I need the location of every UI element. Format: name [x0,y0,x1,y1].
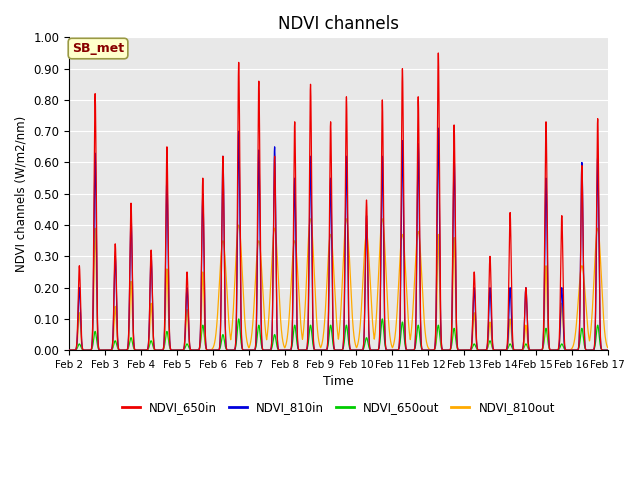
Legend: NDVI_650in, NDVI_810in, NDVI_650out, NDVI_810out: NDVI_650in, NDVI_810in, NDVI_650out, NDV… [117,397,560,419]
Title: NDVI channels: NDVI channels [278,15,399,33]
X-axis label: Time: Time [323,375,354,388]
Text: SB_met: SB_met [72,42,124,55]
Y-axis label: NDVI channels (W/m2/nm): NDVI channels (W/m2/nm) [15,116,28,272]
